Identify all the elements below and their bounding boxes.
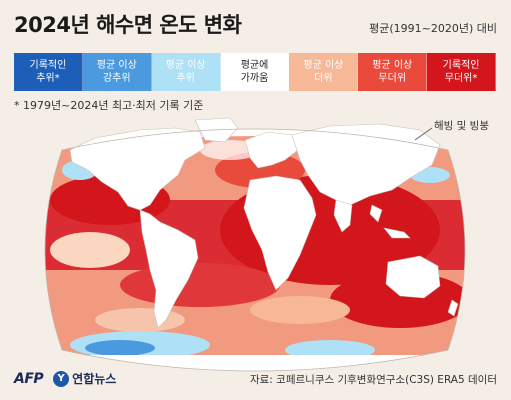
logos: AFP Y 연합뉴스 [14, 370, 116, 387]
source-credit: 자료: 코페르니쿠스 기후변화연구소(C3S) ERA5 데이터 [249, 374, 497, 386]
legend-item-label: 기록적인 무더위* [442, 60, 480, 84]
legend-item: 평균 이상 더위 [289, 53, 359, 91]
yonhap-logo: 연합뉴스 [72, 372, 117, 386]
legend-item: 기록적인 추위* [14, 53, 83, 91]
map-title: 2024년 해수면 온도 변화 [14, 13, 242, 37]
legend-item: 평균 이상 강추위 [82, 53, 152, 91]
continents [69, 117, 459, 329]
legend-item-label: 평균 이상 더위 [303, 60, 344, 84]
legend-item: 평균 이상 추위 [151, 53, 221, 91]
legend-item: 기록적인 무더위* [427, 53, 497, 91]
legend-item: 평균에 가까움 [220, 53, 290, 91]
legend: 기록적인 추위* 평균 이상 강추위 평균 이상 추위 평균에 가까움 평균 이상 더위… [14, 53, 497, 91]
legend-item-label: 기록적인 추위* [29, 60, 67, 84]
legend-footnote: * 1979년~2024년 최고·최저 기록 기준 [14, 99, 204, 112]
legend-item-label: 평균 이상 무더위 [372, 60, 413, 84]
globe-outline [44, 128, 466, 372]
afp-logo: AFP [14, 370, 44, 387]
legend-item: 평균 이상 무더위 [358, 53, 428, 91]
legend-item-label: 평균 이상 강추위 [96, 60, 137, 84]
legend-item-label: 평균에 가까움 [240, 60, 269, 84]
legend-item-label: 평균 이상 추위 [165, 60, 206, 84]
ice-label-leader [414, 127, 433, 141]
ice-label: 해빙 및 빙붕 [434, 120, 489, 132]
yonhap-logo-icon: Y [53, 370, 70, 387]
baseline-note: 평균(1991~2020년) 대비 [369, 22, 497, 35]
